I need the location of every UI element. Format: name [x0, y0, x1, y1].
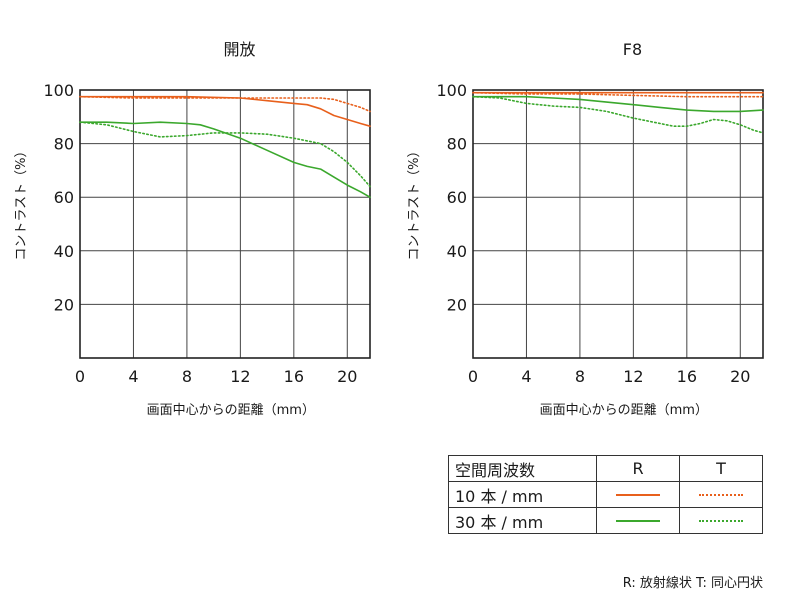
y-tick-label: 20: [447, 295, 467, 314]
plot-frame: [79, 89, 371, 359]
series-line-10-t: [79, 95, 371, 113]
chart-panel-2: [472, 89, 764, 359]
y-tick-label: 80: [447, 135, 467, 154]
legend-row-10-label: 10 本 / mm: [448, 481, 597, 508]
legend-swatch-30-r: [616, 519, 660, 522]
legend-swatch-30-t: [699, 519, 743, 522]
chart-panel-1: [79, 89, 371, 359]
y-tick-label: 20: [54, 295, 74, 314]
x-tick-label: 8: [182, 367, 192, 386]
series-line-30-t: [79, 121, 371, 188]
legend-swatch-10-t: [699, 493, 743, 496]
legend-header-label: 空間周波数: [448, 455, 597, 482]
y-axis-label: コントラスト（%）: [14, 145, 29, 261]
x-tick-label: 4: [128, 367, 138, 386]
legend-note: R: 放射線状 T: 同心円状: [622, 576, 763, 591]
x-tick-label: 16: [284, 367, 304, 386]
y-tick-label: 40: [447, 242, 467, 261]
legend-col-r: R: [596, 455, 680, 482]
legend-row-30-label: 30 本 / mm: [448, 507, 597, 534]
x-tick-label: 16: [677, 367, 697, 386]
y-tick-label: 40: [54, 242, 74, 261]
y-tick-label: 100: [436, 81, 467, 100]
series-line-30-t: [472, 95, 764, 134]
panel-title: F8: [623, 40, 642, 59]
x-tick-label: 12: [230, 367, 250, 386]
legend-row-30: 30 本 / mm: [448, 507, 763, 534]
x-tick-label: 0: [75, 367, 85, 386]
series-line-10-r: [79, 95, 371, 127]
plot-frame: [472, 89, 764, 359]
legend-swatch-10-r: [616, 493, 660, 496]
x-tick-label: 20: [730, 367, 750, 386]
panel-title: 開放: [223, 40, 255, 59]
x-tick-label: 20: [337, 367, 357, 386]
x-tick-label: 12: [623, 367, 643, 386]
legend-col-t: T: [679, 455, 763, 482]
legend-header-row: 空間周波数 R T: [448, 455, 763, 482]
y-axis-label: コントラスト（%）: [407, 145, 422, 261]
y-tick-label: 60: [54, 188, 74, 207]
y-tick-label: 60: [447, 188, 467, 207]
x-axis-label: 画面中心からの距離（mm）: [147, 403, 315, 418]
series-line-30-r: [472, 95, 764, 113]
x-axis-label: 画面中心からの距離（mm）: [540, 403, 708, 418]
x-tick-label: 4: [521, 367, 531, 386]
series-line-30-r: [79, 121, 371, 198]
legend-table: 空間周波数 R T 10 本 / mm 30 本 / mm: [448, 455, 763, 534]
y-tick-label: 100: [43, 81, 74, 100]
legend-row-10: 10 本 / mm: [448, 481, 763, 508]
x-tick-label: 8: [575, 367, 585, 386]
y-tick-label: 80: [54, 135, 74, 154]
x-tick-label: 0: [468, 367, 478, 386]
